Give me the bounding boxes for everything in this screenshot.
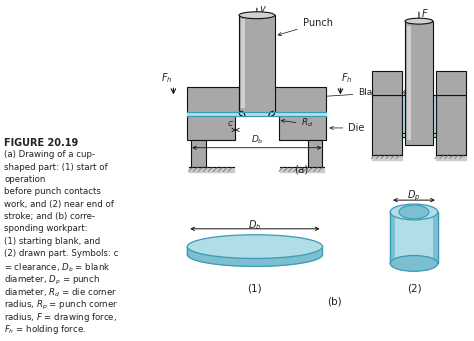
Text: stroke; and (b) corre-: stroke; and (b) corre- bbox=[4, 212, 95, 221]
Text: FIGURE 20.19: FIGURE 20.19 bbox=[4, 138, 79, 148]
Text: (a) Drawing of a cup-: (a) Drawing of a cup- bbox=[4, 150, 95, 159]
Text: $R_p$: $R_p$ bbox=[246, 98, 257, 111]
Text: $D_b$: $D_b$ bbox=[251, 133, 263, 146]
Ellipse shape bbox=[390, 255, 438, 271]
Ellipse shape bbox=[187, 235, 322, 258]
Bar bbox=[187, 87, 239, 112]
Text: operation: operation bbox=[4, 175, 46, 184]
Ellipse shape bbox=[239, 12, 275, 19]
Bar bbox=[402, 133, 436, 137]
Bar bbox=[239, 15, 275, 112]
Text: sponding workpart:: sponding workpart: bbox=[4, 224, 88, 233]
Text: shaped part: (1) start of: shaped part: (1) start of bbox=[4, 163, 108, 172]
Bar bbox=[241, 19, 245, 108]
Ellipse shape bbox=[405, 18, 433, 24]
Bar bbox=[405, 21, 433, 145]
Text: (2) drawn part. Symbols: c: (2) drawn part. Symbols: c bbox=[4, 249, 119, 258]
Text: (b): (b) bbox=[327, 296, 342, 306]
Bar bbox=[275, 87, 327, 112]
Text: before punch contacts: before punch contacts bbox=[4, 187, 101, 196]
Bar bbox=[433, 95, 436, 133]
Text: radius, $R_p$ = punch corner: radius, $R_p$ = punch corner bbox=[4, 298, 118, 312]
Text: (1): (1) bbox=[247, 283, 262, 293]
Text: = clearance, $D_b$ = blank: = clearance, $D_b$ = blank bbox=[4, 262, 111, 274]
Text: $F_h$: $F_h$ bbox=[341, 72, 353, 86]
Text: $F$: $F$ bbox=[421, 7, 428, 19]
Bar bbox=[191, 140, 206, 167]
Bar bbox=[279, 116, 327, 140]
Text: Die: Die bbox=[330, 123, 365, 133]
Bar bbox=[390, 212, 395, 263]
Bar bbox=[372, 71, 402, 95]
Text: diameter, $R_d$ = die corner: diameter, $R_d$ = die corner bbox=[4, 286, 118, 299]
Text: $F_h$: $F_h$ bbox=[161, 72, 173, 86]
Bar bbox=[390, 212, 438, 263]
Text: $F_h$ = holding force.: $F_h$ = holding force. bbox=[4, 323, 86, 336]
Bar bbox=[308, 140, 322, 167]
Text: work, and (2) near end of: work, and (2) near end of bbox=[4, 199, 114, 209]
Text: radius, $F$ = drawing force,: radius, $F$ = drawing force, bbox=[4, 311, 118, 324]
Text: $R_d$: $R_d$ bbox=[301, 117, 313, 129]
Bar bbox=[436, 95, 465, 154]
Text: (2): (2) bbox=[407, 283, 421, 293]
Text: $D_p$: $D_p$ bbox=[251, 41, 263, 54]
Bar bbox=[433, 212, 438, 263]
Text: $D_p$: $D_p$ bbox=[407, 189, 421, 203]
Bar bbox=[372, 95, 402, 154]
Text: Blankholder: Blankholder bbox=[283, 88, 412, 101]
Ellipse shape bbox=[390, 204, 438, 220]
Text: Punch: Punch bbox=[278, 18, 333, 35]
Text: c: c bbox=[228, 119, 233, 128]
Bar bbox=[187, 116, 235, 140]
Text: $D_b$: $D_b$ bbox=[248, 218, 262, 232]
Text: diameter, $D_p$ = punch: diameter, $D_p$ = punch bbox=[4, 274, 100, 287]
Bar bbox=[407, 26, 411, 140]
Bar bbox=[436, 71, 465, 95]
Polygon shape bbox=[187, 247, 322, 266]
Ellipse shape bbox=[399, 205, 429, 219]
Text: (a): (a) bbox=[294, 164, 309, 175]
Text: v: v bbox=[259, 4, 264, 14]
Bar bbox=[402, 95, 405, 133]
Text: (1) starting blank, and: (1) starting blank, and bbox=[4, 237, 100, 246]
